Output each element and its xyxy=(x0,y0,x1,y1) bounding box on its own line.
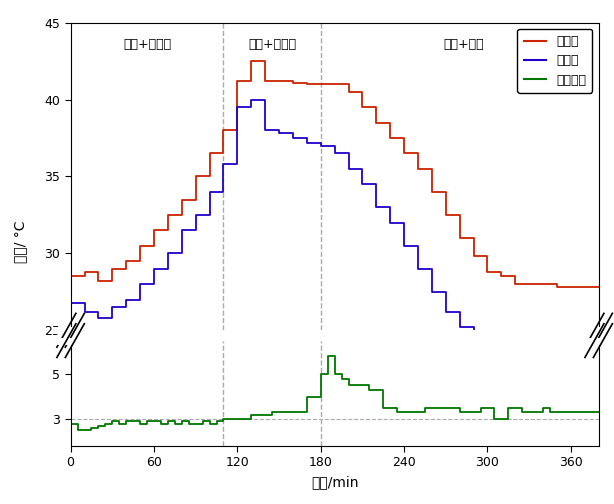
Text: 温度/ °C: 温度/ °C xyxy=(14,221,28,263)
Legend: 最大值, 最小值, 最大温差: 最大值, 最小值, 最大温差 xyxy=(518,29,593,93)
Text: 静置+冷却: 静置+冷却 xyxy=(443,38,484,51)
Text: 静置+无冷却: 静置+无冷却 xyxy=(248,38,296,51)
X-axis label: 时间/min: 时间/min xyxy=(311,475,359,489)
Text: 充电+无冷却: 充电+无冷却 xyxy=(123,38,171,51)
